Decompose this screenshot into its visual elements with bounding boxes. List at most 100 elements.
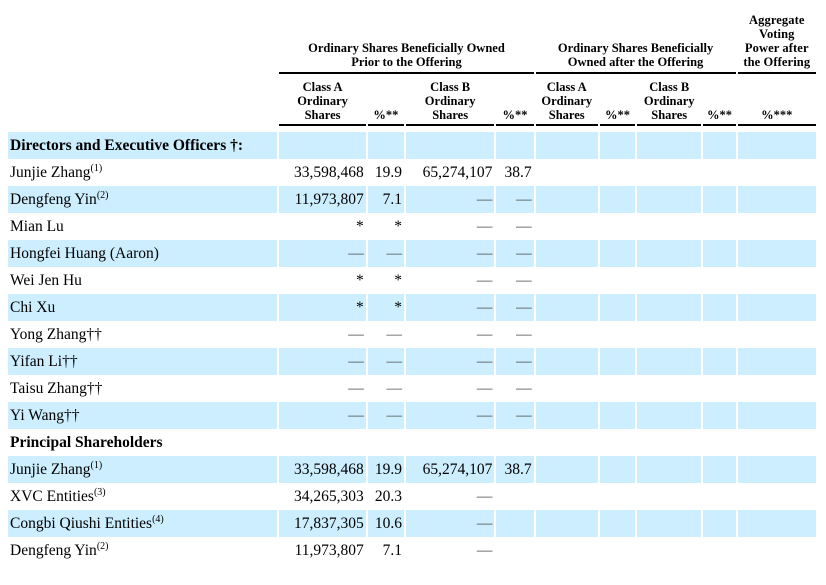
shareholder-row: Junjie Zhang(1) 33,598,468 19.9 65,274,107 3…: [8, 159, 816, 186]
shareholder-name: Hongfei Huang (Aaron): [8, 240, 278, 267]
shareholder-row: Mian Lu * * — —: [8, 213, 816, 240]
cell-class-b-after: [637, 186, 702, 213]
cell-class-a-prior: *: [279, 294, 366, 321]
shareholder-name: Wei Jen Hu: [10, 271, 82, 289]
cell-pct-a-after: [600, 321, 635, 348]
cell-pct-a-after: [600, 429, 635, 456]
shareholder-name: Junjie Zhang(1): [8, 456, 278, 483]
cell-pct-a-after: [600, 267, 635, 294]
cell-aggregate-voting-pct: [738, 375, 816, 402]
cell-class-a-prior: 11,973,807: [279, 186, 366, 213]
cell-class-a-prior: *: [356, 217, 364, 235]
cell-pct-a-prior: —: [367, 240, 404, 267]
cell-aggregate-voting-pct: [737, 510, 816, 537]
cell-class-a-after: [535, 456, 598, 483]
col-header-class-a-after: Class A Ordinary Shares: [535, 74, 598, 126]
cell-class-b-prior: —: [476, 379, 493, 397]
cell-pct-b-after: [703, 159, 735, 186]
cell-class-b-prior: —: [405, 510, 495, 537]
cell-pct-b-prior: 38.7: [496, 456, 534, 483]
cell-class-b-prior: —: [476, 217, 493, 235]
cell-pct-a-after: [599, 132, 636, 159]
cell-class-b-prior: —: [476, 325, 493, 343]
sub-header-row: Class A Ordinary Shares %** Class B Ordi…: [8, 74, 816, 126]
cell-aggregate-voting-pct: [737, 348, 816, 375]
footnote-ref: (2): [96, 189, 109, 201]
cell-pct-a-after: [600, 483, 635, 510]
cell-class-b-prior: [406, 429, 494, 456]
shareholder-row: Yong Zhang†† — — — —: [8, 321, 816, 348]
col-header-class-b-after: Class B Ordinary Shares: [637, 74, 702, 126]
cell-class-b-prior: —: [405, 294, 495, 321]
cell-pct-b-prior: —: [516, 217, 532, 235]
shareholder-row: Taisu Zhang†† — — — —: [8, 375, 816, 402]
cell-aggregate-voting-pct: [737, 402, 816, 429]
group-header-row: Ordinary Shares Beneficially Owned Prior…: [8, 4, 816, 74]
cell-pct-a-after: [599, 294, 636, 321]
shareholder-row: Chi Xu * * — —: [8, 294, 816, 321]
shareholder-name: Junjie Zhang(1): [10, 162, 103, 181]
shareholder-row: Hongfei Huang (Aaron) — — — —: [8, 240, 816, 267]
shareholder-name: Congbi Qiushi Entities(4): [8, 510, 278, 537]
cell-pct-a-prior: 7.1: [367, 186, 404, 213]
cell-aggregate-voting-pct: [737, 294, 816, 321]
cell-aggregate-voting-pct: [737, 132, 816, 159]
cell-class-b-after: [637, 537, 701, 564]
cell-pct-b-after: [703, 510, 736, 537]
cell-aggregate-voting-pct: [737, 240, 816, 267]
cell-class-a-after: [535, 240, 598, 267]
cell-class-b-after: [637, 429, 701, 456]
cell-class-a-prior: [279, 429, 365, 456]
cell-class-a-prior: —: [348, 379, 364, 397]
cell-pct-a-prior: 19.9: [374, 163, 402, 181]
cell-pct-a-prior: —: [386, 325, 402, 343]
cell-pct-b-prior: —: [496, 402, 534, 429]
cell-class-a-after: [535, 132, 598, 159]
cell-class-a-after: [535, 348, 598, 375]
cell-class-a-prior: 17,837,305: [279, 510, 366, 537]
shareholder-name: Mian Lu: [10, 217, 64, 235]
cell-pct-b-prior: —: [516, 271, 532, 289]
beneficial-ownership-table: Ordinary Shares Beneficially Owned Prior…: [6, 4, 818, 564]
header-body-spacer: [8, 126, 816, 132]
cell-class-b-prior: —: [405, 402, 495, 429]
cell-pct-b-after: [703, 186, 736, 213]
col-header-class-a-prior: Class A Ordinary Shares: [279, 74, 366, 126]
cell-class-b-after: [637, 456, 702, 483]
cell-class-b-after: [637, 402, 702, 429]
cell-pct-a-prior: —: [367, 348, 404, 375]
cell-class-a-prior: 34,265,303: [294, 487, 364, 505]
cell-class-b-prior: —: [476, 271, 493, 289]
cell-pct-a-after: [599, 240, 636, 267]
cell-class-b-prior: —: [405, 186, 495, 213]
cell-class-a-prior: 11,973,807: [294, 541, 364, 559]
cell-class-b-after: [637, 132, 702, 159]
cell-pct-b-prior: —: [516, 379, 532, 397]
shareholder-name: Yong Zhang††: [10, 325, 102, 343]
shareholder-row: Dengfeng Yin(2) 11,973,807 7.1 —: [8, 537, 816, 564]
cell-pct-a-after: [600, 537, 635, 564]
cell-class-a-after: [536, 375, 598, 402]
cell-class-b-prior: 65,274,107: [422, 163, 493, 181]
cell-class-a-after: [536, 537, 598, 564]
cell-pct-b-prior: [496, 510, 534, 537]
cell-pct-a-after: [600, 213, 635, 240]
footnote-ref: (4): [152, 513, 164, 525]
cell-pct-b-after: [703, 348, 736, 375]
cell-class-b-prior: —: [476, 541, 493, 559]
cell-class-a-after: [535, 510, 598, 537]
cell-class-b-prior: —: [405, 240, 495, 267]
cell-pct-b-after: [703, 240, 736, 267]
name-column-spacer: [8, 74, 277, 126]
shareholder-row: Congbi Qiushi Entities(4) 17,837,305 10.6—: [8, 510, 816, 537]
cell-class-b-after: [637, 321, 701, 348]
cell-class-a-prior: —: [279, 240, 366, 267]
shareholder-name: Principal Shareholders: [10, 433, 163, 451]
cell-aggregate-voting-pct: [738, 159, 816, 186]
group-header-aggregate-voting: Aggregate Voting Power after the Offerin…: [737, 4, 816, 74]
cell-pct-a-prior: [367, 132, 404, 159]
cell-aggregate-voting-pct: [737, 456, 816, 483]
col-header-pct-b-prior: %**: [496, 74, 534, 126]
cell-pct-b-prior: [496, 483, 533, 510]
cell-class-b-prior: [405, 132, 495, 159]
